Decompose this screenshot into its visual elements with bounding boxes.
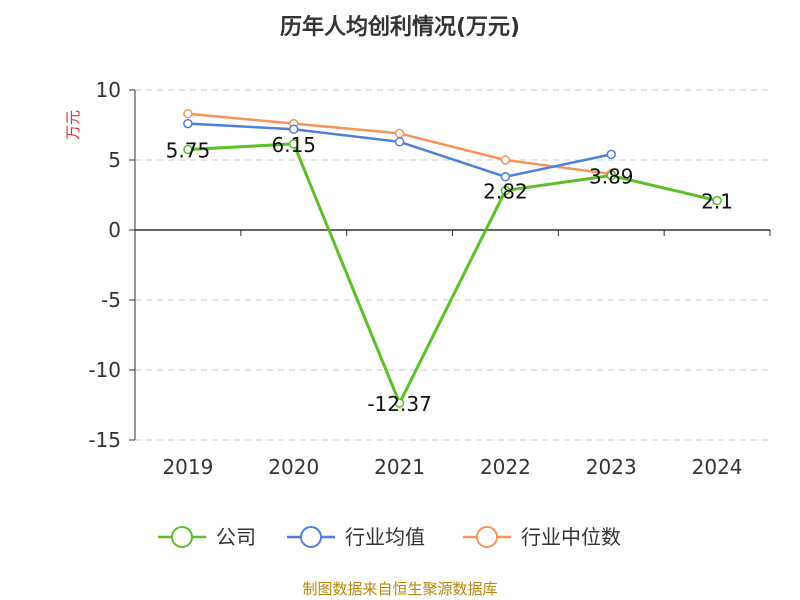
data-label: 2.82	[483, 180, 528, 204]
data-point	[606, 170, 616, 181]
data-label: 5.75	[166, 139, 211, 163]
y-tick-label: 5	[108, 148, 121, 172]
legend-label: 行业均值	[345, 525, 425, 549]
legend: 公司 行业均值 行业中位数	[158, 525, 621, 549]
y-tick-label: -15	[88, 428, 121, 452]
data-label: 6.15	[271, 133, 316, 157]
data-point	[183, 144, 193, 155]
grid-lines	[135, 89, 770, 441]
legend-label: 行业中位数	[521, 525, 621, 549]
series-line-0	[187, 142, 718, 405]
data-point	[183, 118, 193, 129]
data-point	[712, 195, 722, 206]
chart-title: 历年人均创利情况(万元)	[280, 14, 520, 40]
x-tick-label: 2021	[374, 455, 425, 479]
x-tick-label: 2023	[586, 455, 637, 479]
data-point	[500, 185, 511, 196]
y-tick-label: -5	[101, 288, 121, 312]
data-point	[394, 398, 405, 408]
source-note: 制图数据来自恒生聚源数据库	[302, 580, 497, 598]
data-label: 3.89	[589, 165, 634, 189]
data-labels: 5.75 6.15 -12.37 2.82 3.89 2.1	[166, 133, 733, 416]
data-point	[500, 155, 511, 165]
series-group	[183, 109, 722, 408]
legend-label: 公司	[216, 525, 256, 549]
y-tick-label: 0	[108, 218, 121, 242]
y-tick-label: -10	[88, 358, 121, 382]
data-point	[183, 109, 193, 119]
data-point	[394, 137, 405, 147]
data-label: 2.1	[701, 190, 733, 214]
y-tick-label: 10	[96, 78, 121, 102]
legend-marker	[300, 526, 322, 548]
x-tick-label: 2019	[162, 455, 213, 479]
legend-marker	[476, 526, 498, 548]
data-point	[500, 172, 511, 182]
data-point	[606, 149, 616, 160]
axes: 10 5 0 -5 -10 -15 2019 2020 2021 2022 2023 2024	[88, 78, 771, 479]
data-label: -12.37	[367, 392, 431, 416]
x-tick-label: 2022	[480, 455, 531, 479]
data-point	[394, 128, 405, 139]
y-axis-unit: 万元	[64, 110, 82, 140]
x-tick-label: 2020	[268, 455, 319, 479]
legend-marker	[171, 526, 193, 548]
x-tick-label: 2024	[692, 455, 743, 479]
data-point	[289, 139, 299, 149]
data-point	[289, 124, 299, 134]
